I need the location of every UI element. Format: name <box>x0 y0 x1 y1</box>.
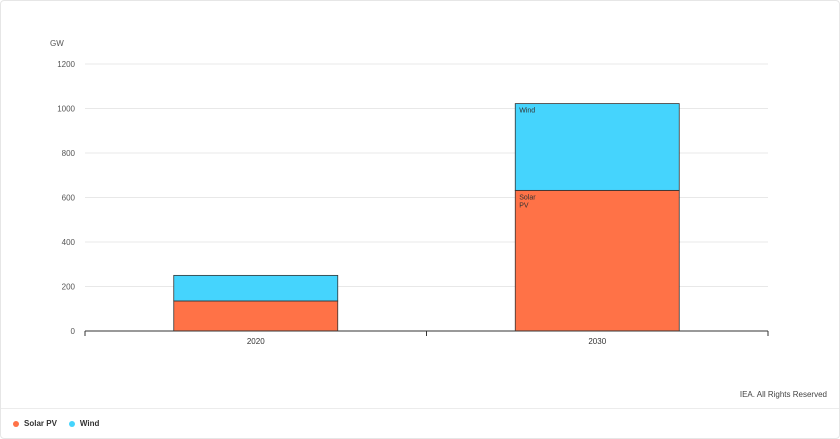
legend-label-solar-pv: Solar PV <box>24 419 57 428</box>
y-tick-1200: 1200 <box>57 60 75 69</box>
legend: Solar PV Wind <box>13 419 99 428</box>
y-tick-0: 0 <box>71 327 76 336</box>
legend-label-wind: Wind <box>79 419 100 428</box>
legend-item-wind[interactable]: Wind <box>68 419 100 428</box>
legend-divider <box>1 408 839 409</box>
legend-item-solar-pv[interactable]: Solar PV <box>13 419 57 428</box>
bar-solar-pv-2030 <box>514 189 680 332</box>
stacked-bar-chart: GW 0 200 400 600 800 1000 1200 2020 Solar PV Wind 20… <box>50 39 769 346</box>
y-tick-1000: 1000 <box>57 105 75 114</box>
segment-label-solar-pv-2030: Solar PV <box>519 194 536 209</box>
bar-wind-2030 <box>514 103 680 191</box>
bar-wind-2020 <box>173 274 339 302</box>
y-tick-600: 600 <box>62 194 76 203</box>
y-tick-800: 800 <box>62 149 76 158</box>
y-axis-unit-label: GW <box>50 39 64 48</box>
segment-label-wind-2030: Wind <box>519 108 535 115</box>
copyright-notice: IEA. All Rights Reserved <box>739 390 827 399</box>
y-tick-400: 400 <box>62 238 76 247</box>
y-tick-200: 200 <box>62 283 76 292</box>
x-tick-2030: 2030 <box>588 337 606 346</box>
bar-solar-pv-2020 <box>173 300 339 332</box>
x-tick-2020: 2020 <box>247 337 265 346</box>
legend-swatch-wind <box>68 420 75 427</box>
legend-swatch-solar-pv <box>13 420 19 427</box>
